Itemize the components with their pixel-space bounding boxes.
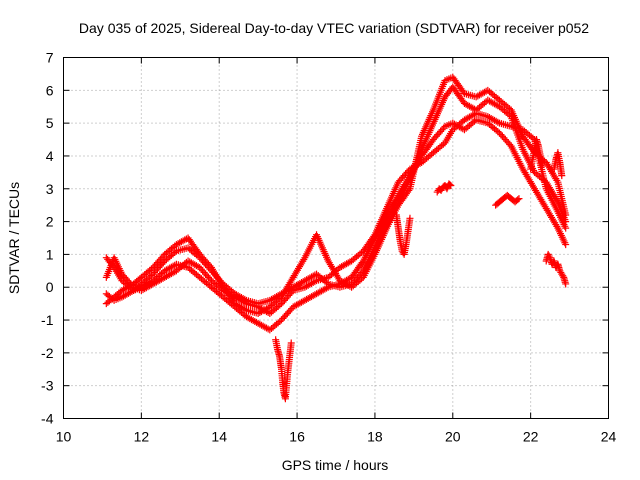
series-segment-2110 (492, 191, 523, 209)
data-point (494, 128, 502, 136)
series-tail-2240 (542, 250, 570, 288)
data-point (159, 252, 167, 260)
x-tick-label: 14 (211, 429, 227, 445)
data-point (562, 280, 570, 288)
data-point (276, 301, 284, 309)
x-tick-label: 16 (289, 429, 305, 445)
data-point (287, 339, 295, 347)
y-tick-label: -2 (41, 345, 54, 361)
data-point (529, 134, 537, 142)
y-tick-label: 6 (46, 82, 54, 98)
series-spike-2210 (527, 136, 546, 173)
data-point (171, 249, 179, 257)
data-point (506, 140, 514, 148)
data-points (102, 73, 570, 403)
series-track-d (102, 109, 570, 317)
y-tick-label: 1 (46, 246, 54, 262)
series-spike-2270 (550, 149, 566, 180)
plot-frame (63, 57, 609, 419)
data-point (206, 275, 214, 283)
x-axis-label: GPS time / hours (282, 457, 389, 473)
data-point (559, 272, 567, 280)
data-point (147, 272, 155, 280)
grid-lines (63, 57, 609, 419)
data-point (443, 185, 451, 193)
x-tick-label: 10 (56, 429, 72, 445)
chart-title: Day 035 of 2025, Sidereal Day-to-day VTE… (79, 20, 589, 36)
x-tick-label: 18 (367, 429, 383, 445)
y-tick-label: -1 (41, 312, 54, 328)
x-tick-label: 20 (445, 429, 461, 445)
y-tick-labels: -4 -3 -2 -1 0 1 2 3 4 5 6 7 (41, 50, 54, 427)
data-point (311, 278, 319, 286)
y-tick-label: 2 (46, 214, 54, 230)
data-point (405, 186, 413, 194)
y-tick-label: 0 (46, 279, 54, 295)
series-spike-1545 (272, 336, 295, 403)
data-point (276, 317, 284, 325)
data-point (370, 232, 378, 240)
data-point (562, 241, 570, 249)
y-tick-label: 4 (46, 148, 54, 164)
y-tick-label: 5 (46, 115, 54, 131)
data-point (515, 195, 523, 203)
series-track-a (102, 116, 570, 334)
x-tick-labels: 10 12 14 16 18 20 22 24 (56, 429, 617, 445)
series-segment-1975 (433, 180, 455, 196)
data-point (241, 305, 249, 313)
data-point (562, 224, 570, 232)
x-tick-label: 12 (134, 429, 150, 445)
data-point (447, 181, 455, 189)
axis-ticks (63, 57, 609, 419)
x-tick-label: 24 (601, 429, 617, 445)
data-point (241, 299, 249, 307)
data-point (545, 252, 553, 260)
x-tick-label: 22 (523, 429, 539, 445)
series-dip-1880 (392, 211, 414, 258)
data-point (538, 162, 546, 170)
data-point (558, 172, 566, 180)
y-tick-label: 7 (46, 50, 54, 66)
data-point (147, 265, 155, 273)
data-point (562, 211, 570, 219)
y-tick-label: -4 (41, 411, 54, 427)
y-tick-label: -3 (41, 378, 54, 394)
data-point (406, 214, 414, 222)
y-axis-label: SDTVAR / TECUs (6, 182, 22, 294)
y-tick-label: 3 (46, 181, 54, 197)
data-point (514, 196, 522, 204)
data-point (446, 181, 454, 189)
data-point (494, 118, 502, 126)
